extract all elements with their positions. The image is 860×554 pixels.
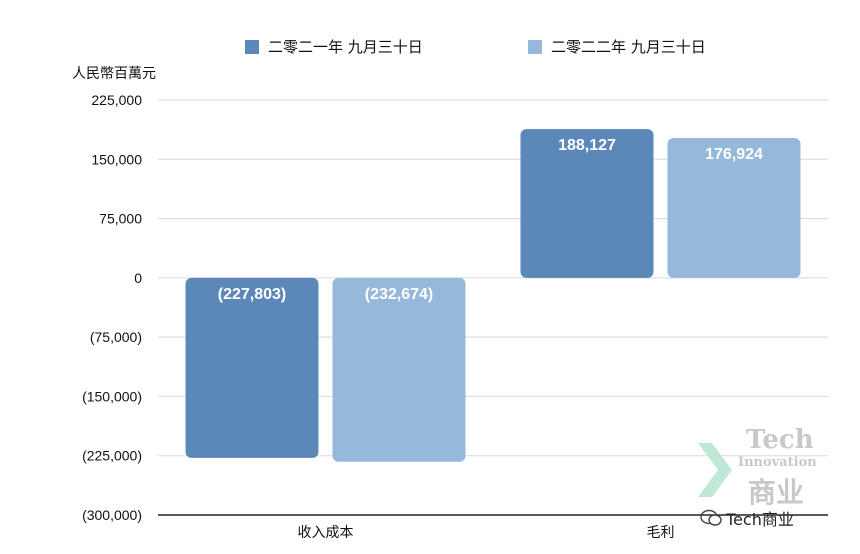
y-tick-label: 150,000 (91, 151, 142, 167)
bar (185, 277, 319, 458)
y-axis-unit-label: 人民幣百萬元 (72, 66, 156, 82)
legend-item-2021: 二零二一年 九月三十日 (245, 36, 423, 57)
y-tick-label: (150,000) (82, 388, 142, 404)
chat-bubble-icon (700, 509, 722, 526)
legend-item-2022: 二零二二年 九月三十日 (528, 36, 706, 57)
watermark-signature: Tech商业 (700, 506, 794, 530)
legend-swatch-2022 (528, 39, 542, 54)
x-category-label: 毛利 (647, 525, 675, 541)
bar-data-label: (227,803) (218, 286, 287, 303)
y-tick-label: 0 (134, 270, 142, 286)
bar (667, 138, 801, 278)
bar (332, 277, 466, 462)
watermark-line1: Tech (746, 425, 814, 455)
legend-label-2021: 二零二一年 九月三十日 (268, 38, 423, 56)
watermark-line2: Innovation (738, 455, 817, 470)
x-category-label: 收入成本 (298, 525, 354, 541)
y-tick-label: (225,000) (82, 448, 142, 464)
y-tick-label: 75,000 (99, 211, 142, 227)
bar-data-label: (232,674) (365, 286, 434, 303)
watermark-line3: 商业 (748, 476, 805, 509)
y-tick-label: 225,000 (91, 92, 142, 108)
y-tick-label: (300,000) (82, 507, 142, 523)
bar-data-label: 176,924 (705, 146, 763, 163)
watermark: Tech Innovation 商业 (690, 425, 840, 545)
legend: 二零二一年 九月三十日 二零二二年 九月三十日 (0, 36, 860, 56)
y-tick-label: (75,000) (90, 329, 142, 345)
watermark-chevron-icon (698, 443, 732, 497)
bar-data-label: 188,127 (558, 137, 616, 154)
watermark-signature-text: Tech商业 (726, 510, 794, 529)
legend-label-2022: 二零二二年 九月三十日 (551, 38, 706, 56)
legend-swatch-2021 (245, 39, 259, 54)
bar (520, 129, 654, 278)
